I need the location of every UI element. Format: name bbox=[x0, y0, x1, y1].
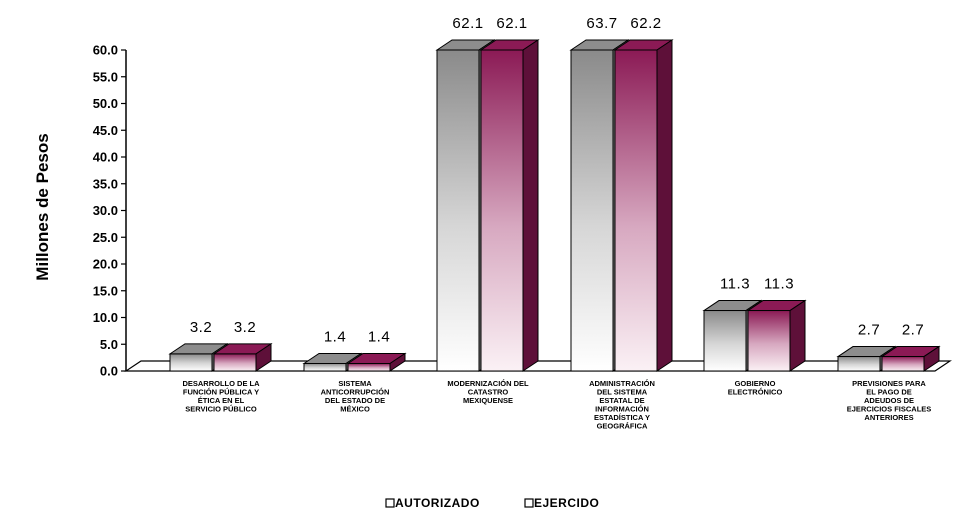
category-label-line: GEOGRÁFICA bbox=[597, 422, 648, 431]
category-label-line: FUNCIÓN PÚBLICA Y bbox=[183, 388, 259, 397]
y-tick-label: 0.0 bbox=[100, 364, 118, 379]
category-label-line: MEXIQUENSE bbox=[463, 396, 513, 405]
category-label-line: EJERCICIOS FISCALES bbox=[847, 405, 932, 414]
bar-ejercido-6-side bbox=[923, 345, 940, 372]
bar-ejercido-5 bbox=[746, 299, 807, 372]
bar-autorizado-3-front bbox=[436, 49, 480, 372]
bar-ejercido-3 bbox=[479, 39, 540, 372]
data-label-autorizado-5: 11.3 bbox=[720, 276, 750, 293]
category-label-line: ANTICORRUPCIÓN bbox=[321, 388, 390, 397]
y-tick-label: 20.0 bbox=[93, 257, 118, 272]
category-label-line: ÉTICA EN EL bbox=[198, 396, 245, 405]
legend: AUTORIZADO EJERCIDO bbox=[385, 496, 599, 510]
data-label-ejercido-6: 2.7 bbox=[902, 322, 924, 339]
category-label-line: DEL SISTEMA bbox=[597, 388, 648, 397]
legend-label-autorizado: AUTORIZADO bbox=[395, 496, 480, 510]
bar-ejercido-5-side bbox=[789, 299, 806, 372]
bar-ejercido-4-side bbox=[656, 39, 673, 372]
y-tick-label: 25.0 bbox=[93, 230, 118, 245]
category-label-line: ANTERIORES bbox=[864, 413, 913, 422]
bar-ejercido-4-front bbox=[614, 49, 658, 372]
data-label-autorizado-4: 63.7 bbox=[586, 15, 617, 32]
category-label-line: SISTEMA bbox=[338, 379, 372, 388]
bar-ejercido-4 bbox=[613, 39, 674, 372]
bars-layer bbox=[168, 39, 941, 372]
y-tick-label: 50.0 bbox=[93, 96, 118, 111]
legend-swatch-ejercido bbox=[524, 498, 534, 508]
category-label-line: DEL ESTADO DE bbox=[325, 396, 385, 405]
legend-label-ejercido: EJERCIDO bbox=[534, 496, 599, 510]
bar-autorizado-1-front bbox=[169, 353, 213, 372]
bar-ejercido-1-side bbox=[255, 342, 272, 372]
y-tick-label: 30.0 bbox=[93, 203, 118, 218]
y-tick-label: 35.0 bbox=[93, 176, 118, 191]
y-tick-label: 55.0 bbox=[93, 69, 118, 84]
data-label-ejercido-4: 62.2 bbox=[630, 15, 661, 32]
category-label-line: ESTADÍSTICA Y bbox=[594, 413, 650, 422]
data-label-autorizado-2: 1.4 bbox=[324, 329, 346, 346]
data-label-ejercido-5: 11.3 bbox=[764, 276, 794, 293]
category-label-line: DESARROLLO DE LA bbox=[182, 379, 260, 388]
data-label-autorizado-1: 3.2 bbox=[190, 319, 212, 336]
category-label-3: MODERNIZACIÓN DEL CATASTRO MEXIQUENSE bbox=[447, 379, 529, 405]
y-tick-label: 60.0 bbox=[93, 43, 118, 58]
y-axis-label: Millones de Pesos bbox=[33, 133, 52, 280]
category-label-1: DESARROLLO DE LA FUNCIÓN PÚBLICA Y ÉTICA E… bbox=[182, 379, 260, 414]
bar-ejercido-3-front bbox=[480, 49, 524, 372]
bar-ejercido-3-side bbox=[522, 39, 539, 372]
y-tick-label: 5.0 bbox=[100, 337, 118, 352]
data-label-autorizado-6: 2.7 bbox=[858, 322, 880, 339]
category-label-line: MODERNIZACIÓN DEL bbox=[447, 379, 529, 388]
bar-ejercido-2-front bbox=[347, 363, 391, 372]
bar-ejercido-2 bbox=[346, 352, 407, 372]
legend-swatch-autorizado bbox=[385, 498, 395, 508]
category-label-line: ADEUDOS DE bbox=[864, 396, 914, 405]
y-tick-label: 45.0 bbox=[93, 123, 118, 138]
category-label-line: GOBIERNO bbox=[735, 379, 776, 388]
y-tick-label: 40.0 bbox=[93, 150, 118, 165]
category-label-line: INFORMACIÓN bbox=[595, 405, 649, 414]
data-label-ejercido-1: 3.2 bbox=[234, 319, 256, 336]
category-label-6: PREVISIONES PARA EL PAGO DE ADEUDOS DE EJER… bbox=[847, 379, 932, 422]
y-tick-label: 10.0 bbox=[93, 310, 118, 325]
bar-autorizado-5-front bbox=[703, 310, 747, 372]
category-label-2: SISTEMA ANTICORRUPCIÓN DEL ESTADO DE MÉXICO bbox=[321, 379, 390, 414]
category-label-4: ADMINISTRACIÓN DEL SISTEMA ESTATAL DE INFOR… bbox=[589, 379, 655, 431]
bar-ejercido-6-front bbox=[881, 356, 925, 372]
bar-autorizado-2-front bbox=[303, 363, 347, 372]
category-label-line: PREVISIONES PARA bbox=[852, 379, 926, 388]
bar-ejercido-1-front bbox=[213, 353, 257, 372]
category-label-5: GOBIERNO ELECTRÓNICO bbox=[728, 379, 783, 397]
bar-ejercido-5-front bbox=[747, 310, 791, 372]
category-label-line: ADMINISTRACIÓN bbox=[589, 379, 655, 388]
category-label-line: MÉXICO bbox=[340, 405, 370, 414]
category-label-line: ELECTRÓNICO bbox=[728, 388, 783, 397]
category-label-line: EL PAGO DE bbox=[866, 388, 912, 397]
bar-ejercido-6 bbox=[880, 345, 941, 372]
bar-autorizado-4-front bbox=[570, 49, 614, 372]
category-label-line: ESTATAL DE bbox=[599, 396, 644, 405]
category-label-line: SERVICIO PÚBLICO bbox=[185, 405, 257, 414]
y-tick-label: 15.0 bbox=[93, 283, 118, 298]
data-label-autorizado-3: 62.1 bbox=[452, 15, 483, 32]
bar-ejercido-1 bbox=[212, 342, 273, 372]
data-label-ejercido-3: 62.1 bbox=[496, 15, 527, 32]
data-label-ejercido-2: 1.4 bbox=[368, 329, 390, 346]
bar-ejercido-2-side bbox=[389, 352, 406, 372]
category-label-line: CATASTRO bbox=[468, 388, 509, 397]
bar-autorizado-6-front bbox=[837, 356, 881, 372]
